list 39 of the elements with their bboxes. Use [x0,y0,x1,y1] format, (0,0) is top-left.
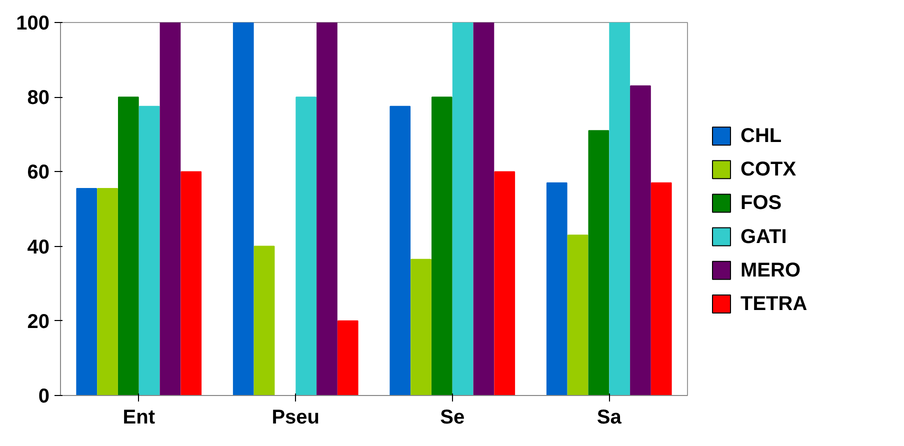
legend-label: TETRA [740,292,808,315]
bar [97,188,118,396]
bar [118,96,139,396]
x-tick-label: Sa [596,406,622,428]
bar [567,234,588,396]
bar [473,22,494,396]
bar [296,96,317,396]
x-tick-label: Se [440,406,465,428]
bar [650,182,672,396]
bar [630,85,651,396]
y-tick-label: 100 [16,12,50,34]
bar [232,22,254,396]
bar [609,22,630,396]
bar [494,171,516,396]
legend-label: CHL [740,125,782,148]
y-tick-label: 40 [27,236,50,258]
legend-label: FOS [740,192,782,214]
y-tick-label: 20 [27,310,50,333]
bar [180,171,202,396]
bar [390,106,411,396]
bar [160,22,181,396]
y-tick-label: 60 [27,162,50,184]
bar [337,320,358,396]
bar [138,106,160,396]
y-tick-label: 80 [27,87,50,110]
y-tick-label: 0 [38,386,50,408]
bar [254,246,275,396]
bar [410,258,432,396]
bar [546,182,568,396]
bar [76,188,98,396]
legend-label: MERO [740,259,800,282]
x-tick-label: Ent [122,406,156,428]
bar [452,22,474,396]
bar [316,22,338,396]
legend-label: GATI [740,226,787,248]
bar [431,96,452,396]
x-tick-label: Pseu [272,406,320,428]
legend-label: COTX [740,158,797,181]
bar [588,130,610,396]
